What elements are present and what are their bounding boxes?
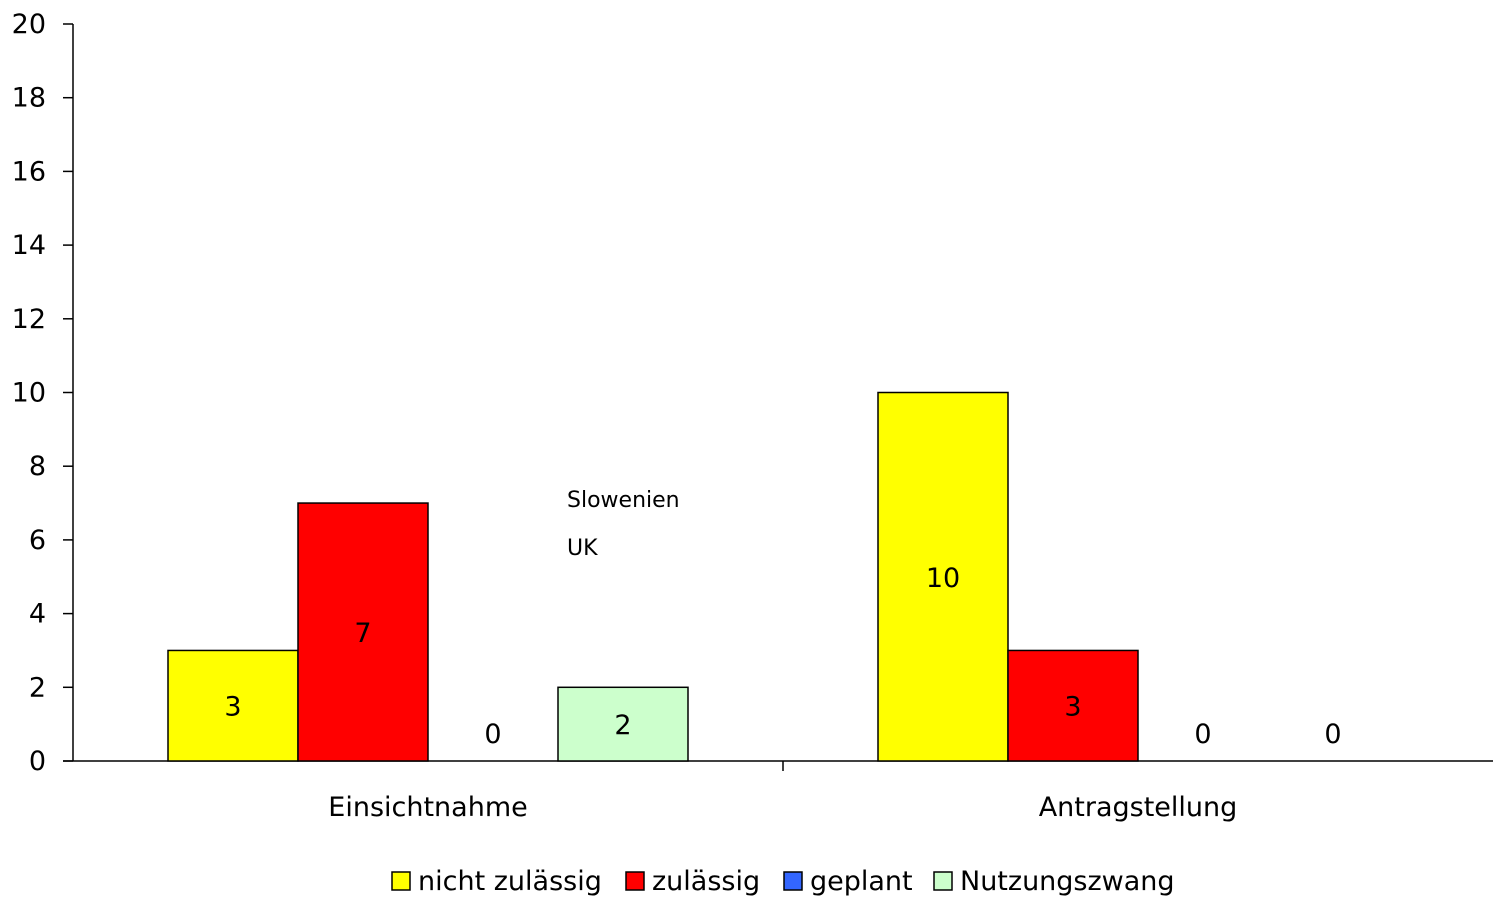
data-label: 2: [614, 710, 631, 741]
x-axis: Einsichtnahme Antragstellung: [63, 760, 1493, 823]
x-category-label: Antragstellung: [1039, 792, 1238, 823]
bar: [557, 686, 689, 762]
annotation-uk: UK: [567, 536, 598, 561]
y-axis: 0 2 4 6 8 10 12 14 16 18 20: [12, 9, 74, 777]
data-label: 10: [926, 563, 960, 594]
y-tick-label: 6: [29, 525, 46, 556]
legend-label: Nutzungszwang: [960, 866, 1175, 897]
data-label: 0: [1194, 719, 1211, 750]
y-tick-label: 16: [12, 156, 46, 187]
bars: [167, 391, 1139, 762]
bar: [877, 391, 1009, 762]
y-tick-label: 18: [12, 83, 46, 114]
y-tick-label: 4: [29, 599, 46, 630]
data-label: 0: [484, 719, 501, 750]
y-tick-label: 2: [29, 672, 46, 703]
data-label: 0: [1324, 719, 1341, 750]
annotation-slowenien: Slowenien: [567, 488, 680, 513]
legend-label: geplant: [810, 866, 913, 897]
legend-swatch: [933, 871, 953, 891]
y-tick-label: 10: [12, 378, 46, 409]
legend: nicht zulässig zulässig geplant Nutzungszwa…: [391, 866, 1175, 897]
legend-label: zulässig: [652, 866, 760, 897]
legend-swatch: [625, 871, 645, 891]
y-tick-label: 0: [29, 746, 46, 777]
legend-swatch: [391, 871, 411, 891]
y-tick-label: 12: [12, 304, 46, 335]
legend-swatch: [783, 871, 803, 891]
legend-label: nicht zulässig: [418, 866, 602, 897]
data-labels: 3 7 0 2 10 3 0 0: [224, 563, 1341, 750]
annotations: Slowenien UK: [567, 488, 680, 561]
data-label: 3: [224, 692, 241, 723]
data-label: 7: [354, 618, 371, 649]
y-tick-label: 14: [12, 230, 46, 261]
y-tick-label: 8: [29, 451, 46, 482]
data-label: 3: [1064, 692, 1081, 723]
bar: [297, 502, 429, 762]
bar: [1007, 649, 1139, 762]
x-category-label: Einsichtnahme: [328, 792, 527, 823]
y-tick-label: 20: [12, 9, 46, 40]
